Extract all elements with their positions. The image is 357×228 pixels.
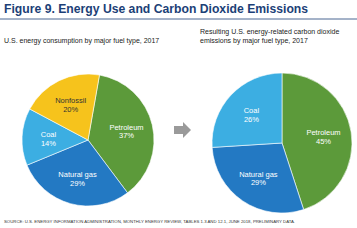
slice-value: 29% — [251, 178, 266, 187]
slice-value: 26% — [244, 115, 259, 124]
title-rule — [0, 19, 357, 20]
chart-subtitle-line: emissions by major fuel type, 2017 — [200, 37, 308, 45]
pie-slice — [212, 73, 282, 147]
pie — [212, 73, 352, 213]
source-note: SOURCE: U.S. ENERGY INFORMATION ADMINIST… — [4, 219, 295, 224]
arrow — [174, 122, 191, 138]
slice-value: 14% — [41, 139, 56, 148]
pie — [22, 74, 154, 206]
figure: Figure 9. Energy Use and Carbon Dioxide … — [0, 0, 357, 228]
chart-subtitle: Resulting U.S. energy-related carbon dio… — [200, 28, 339, 45]
slice-value: 37% — [119, 131, 134, 140]
pie-slice — [30, 74, 100, 140]
chart-subtitle-line: Resulting U.S. energy-related carbon dio… — [200, 28, 339, 36]
slice-value: 29% — [70, 179, 85, 188]
figure-title: Figure 9. Energy Use and Carbon Dioxide … — [4, 2, 308, 16]
pie-labels: Petroleum45%Natural gas29%Coal26% — [239, 106, 340, 187]
slice-value: 45% — [316, 137, 331, 146]
pie-slice — [212, 143, 303, 213]
chart-subtitle-line: U.S. energy consumption by major fuel ty… — [4, 37, 159, 45]
slice-value: 20% — [63, 105, 78, 114]
chart-subtitle: U.S. energy consumption by major fuel ty… — [4, 37, 159, 45]
pie-labels: Petroleum37%Natural gas29%Coal14%Nonfoss… — [41, 96, 144, 187]
